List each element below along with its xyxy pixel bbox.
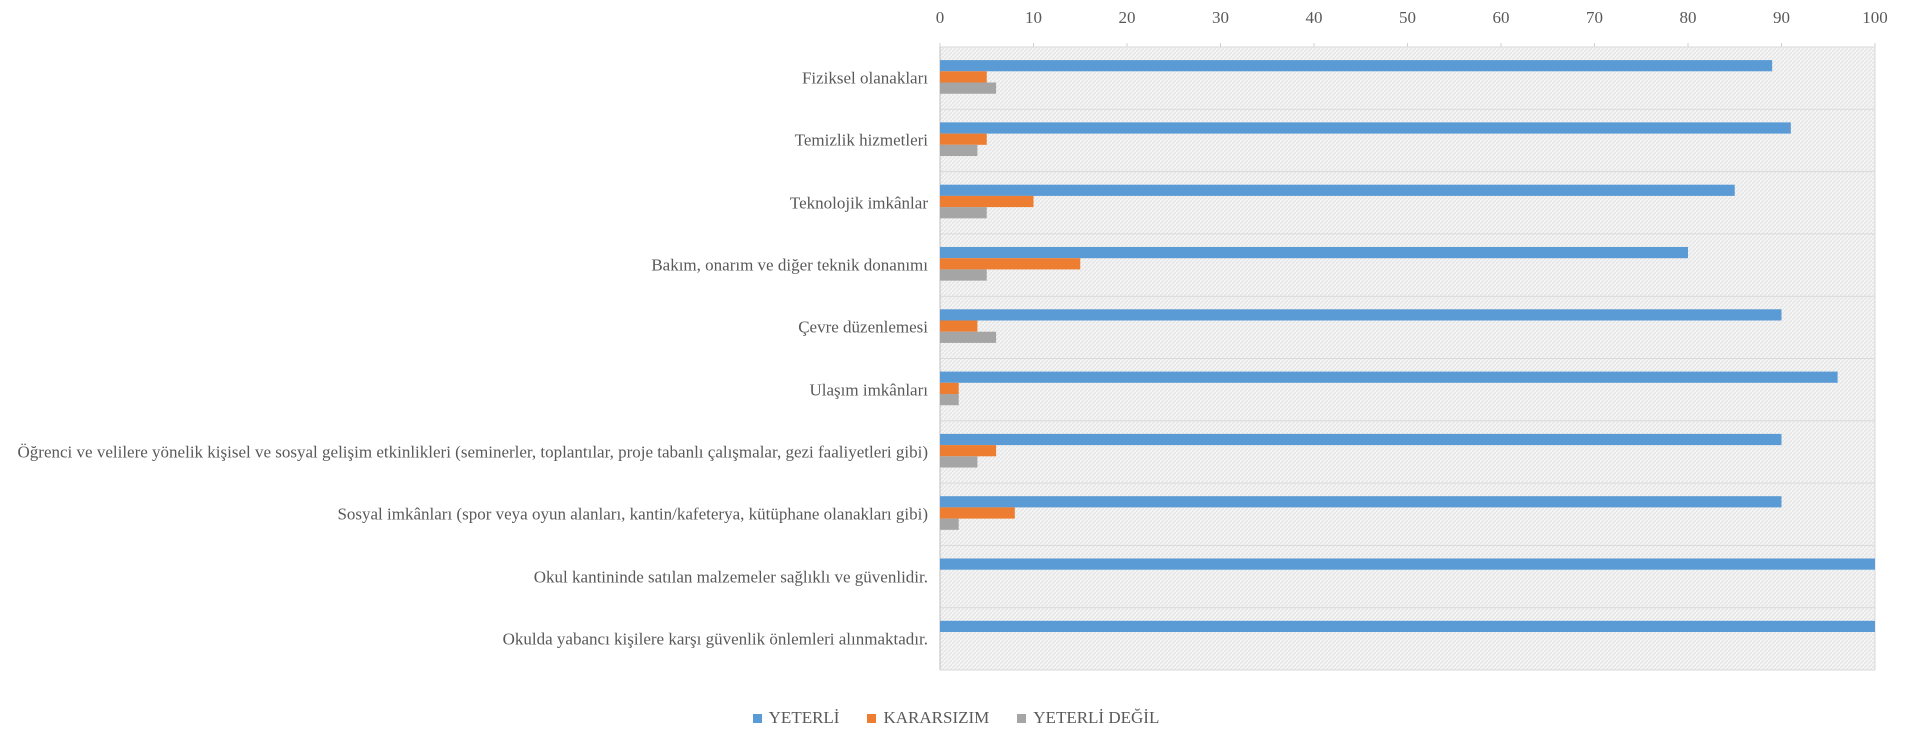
bar [940, 246, 1688, 259]
bar [940, 456, 978, 468]
bar [940, 620, 1875, 632]
legend-label: YETERLİ [768, 708, 840, 727]
x-tick-label: 10 [1025, 8, 1042, 27]
category-label: Öğrenci ve velilere yönelik kişisel ve s… [17, 442, 928, 462]
x-tick-label: 0 [936, 8, 945, 27]
bar [940, 184, 1735, 196]
bar [940, 433, 1782, 446]
x-tick-label: 50 [1399, 8, 1416, 27]
bar [940, 496, 1782, 508]
bar [940, 207, 987, 219]
bar [940, 71, 987, 83]
category-label: Bakım, onarım ve diğer teknik donanımı [651, 255, 928, 275]
category-label: Sosyal imkânları (spor veya oyun alanlar… [337, 504, 928, 524]
bar [940, 60, 1773, 72]
bar [940, 133, 987, 145]
category-label: Temizlik hizmetleri [794, 130, 928, 150]
x-tick-label: 60 [1493, 8, 1510, 27]
bar [940, 122, 1791, 134]
legend-item: KARARSIZIM [867, 708, 989, 728]
bar [940, 309, 1782, 321]
bar [940, 371, 1838, 383]
bar [940, 195, 1034, 208]
x-tick-label: 40 [1306, 8, 1323, 27]
bar [940, 382, 959, 395]
bar [940, 320, 978, 332]
category-label: Çevre düzenlemesi [798, 317, 928, 337]
legend: YETERLİ KARARSIZIM YETERLİ DEĞİL [0, 708, 1912, 728]
bar [940, 258, 1081, 270]
legend-label: YETERLİ DEĞİL [1033, 708, 1160, 727]
bar [940, 144, 978, 157]
x-tick-label: 100 [1862, 8, 1888, 27]
x-tick-label: 90 [1773, 8, 1790, 27]
category-label: Teknolojik imkânlar [789, 193, 928, 213]
bar [940, 445, 997, 457]
x-tick-label: 70 [1586, 8, 1603, 27]
legend-swatch [867, 713, 877, 723]
bar [940, 507, 1015, 519]
bar [940, 394, 959, 406]
bar [940, 331, 997, 343]
bar [940, 558, 1875, 570]
category-label: Okul kantininde satılan malzemeler sağlı… [533, 567, 928, 587]
category-label: Fiziksel olanakları [801, 68, 928, 88]
category-label: Ulaşım imkânları [809, 380, 928, 400]
legend-item: YETERLİ [752, 708, 840, 728]
legend-label: KARARSIZIM [883, 708, 990, 727]
x-tick-label: 20 [1119, 8, 1136, 27]
category-label: Okulda yabancı kişilere karşı güvenlik ö… [502, 629, 928, 649]
legend-item: YETERLİ DEĞİL [1017, 708, 1159, 728]
legend-swatch [1017, 713, 1027, 723]
bar [940, 518, 959, 530]
x-tick-label: 30 [1212, 8, 1229, 27]
x-tick-label: 80 [1680, 8, 1697, 27]
bar [940, 269, 987, 281]
bar [940, 82, 997, 94]
legend-swatch [752, 713, 762, 723]
